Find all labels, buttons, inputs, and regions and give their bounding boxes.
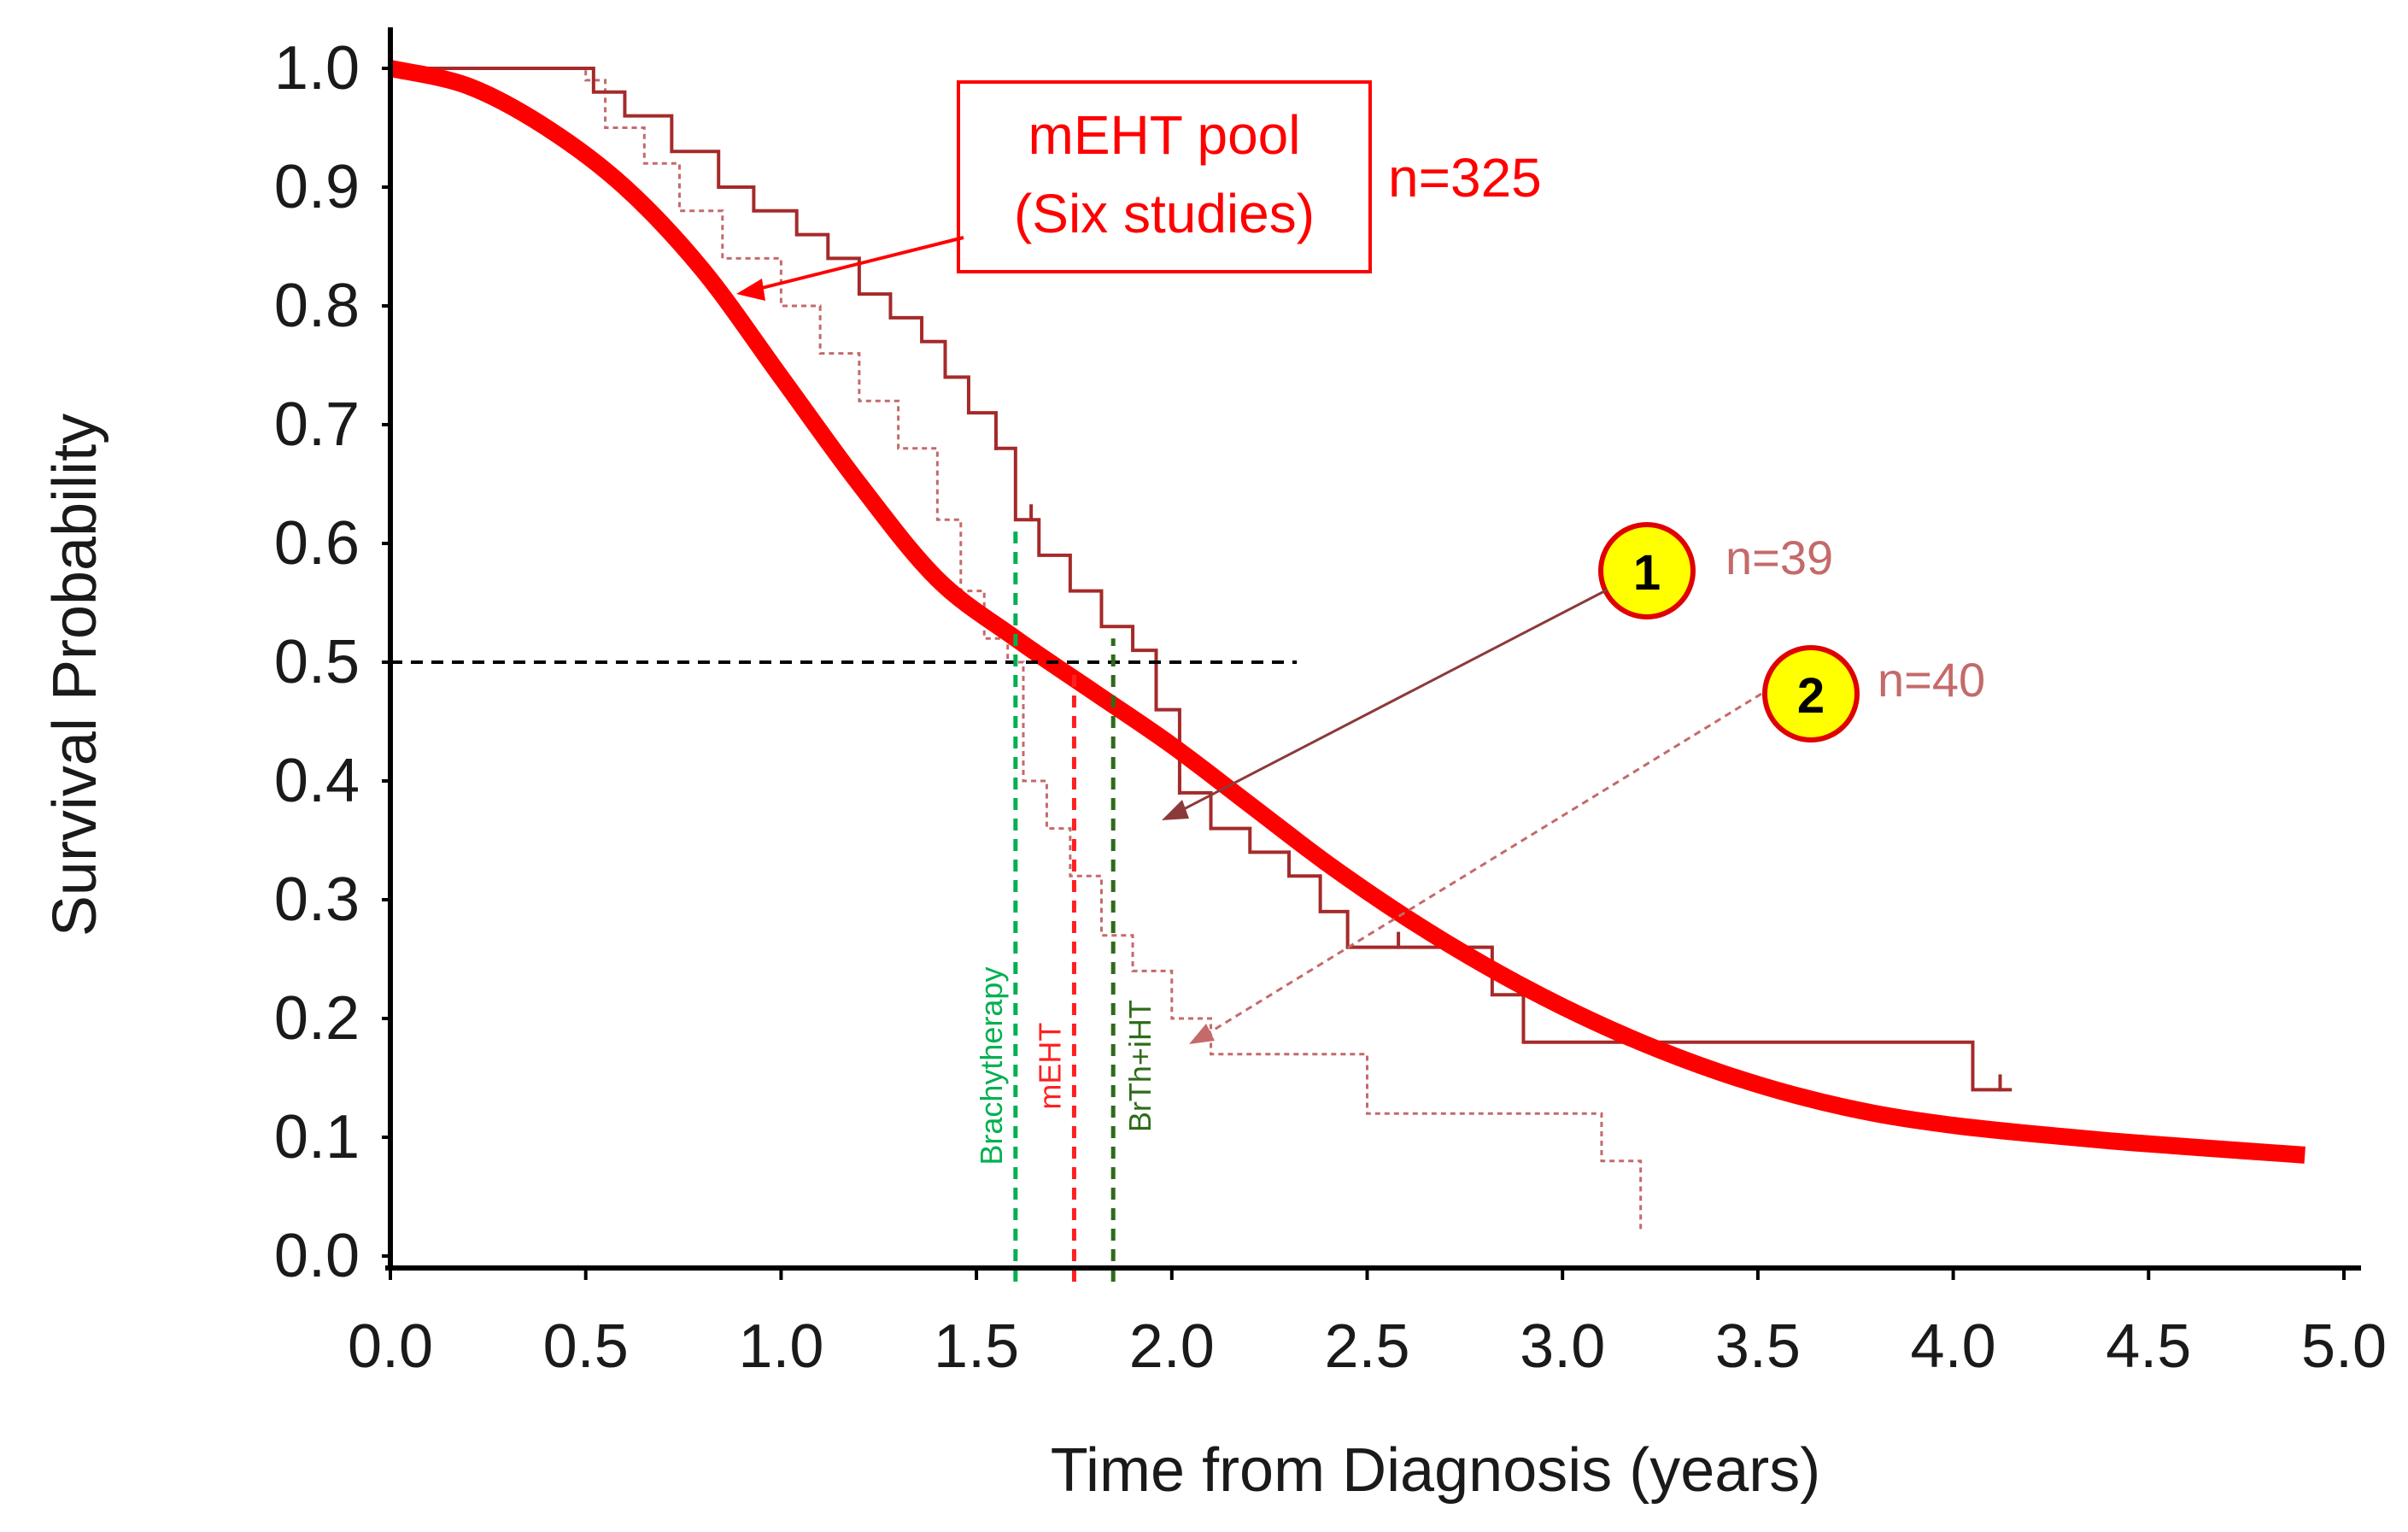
badge-1-text: 1 bbox=[1633, 545, 1661, 601]
x-tick-label: 4.5 bbox=[2106, 1312, 2191, 1381]
badge-2-text: 2 bbox=[1797, 668, 1825, 724]
pool-n-label: n=325 bbox=[1388, 147, 1542, 208]
badge-1 bbox=[1598, 522, 1696, 619]
badge-2 bbox=[1762, 645, 1860, 743]
y-tick-label: 0.3 bbox=[274, 866, 360, 934]
y-tick-label: 0.0 bbox=[274, 1222, 360, 1290]
badge-2-n: n=40 bbox=[1878, 653, 1985, 707]
x-tick-label: 3.0 bbox=[1520, 1312, 1605, 1381]
x-tick-label: 2.5 bbox=[1324, 1312, 1409, 1381]
badge-2-arrow-head bbox=[1189, 1024, 1215, 1044]
y-tick-label: 0.1 bbox=[274, 1103, 360, 1171]
badge-1-n: n=39 bbox=[1725, 531, 1833, 584]
x-axis-title: Time from Diagnosis (years) bbox=[1051, 1436, 1821, 1505]
y-tick-label: 0.2 bbox=[274, 984, 360, 1053]
y-tick-label: 0.8 bbox=[274, 272, 360, 340]
annotations-layer: mEHT pool (Six studies) n=325 1 n=39 2 n=40 bbox=[736, 80, 1985, 1044]
x-tick-label: 5.0 bbox=[2301, 1312, 2387, 1381]
x-tick-label: 0.0 bbox=[348, 1312, 433, 1381]
y-axis-title: Survival Probability bbox=[41, 414, 109, 936]
pool-label-box bbox=[957, 80, 1372, 273]
x-tick-label: 0.5 bbox=[543, 1312, 629, 1381]
badge-2-arrow-line bbox=[1204, 692, 1762, 1037]
pool-arrow-head bbox=[736, 279, 765, 301]
y-tick-label: 0.4 bbox=[274, 747, 360, 815]
ref-label-brth_iht: BrTh+iHT bbox=[1122, 1000, 1157, 1132]
pool-label-line2: (Six studies) bbox=[1014, 183, 1315, 244]
x-tick-label: 1.0 bbox=[738, 1312, 823, 1381]
reference-lines-layer: Brachytherapy mEHT BrTh+iHT bbox=[390, 531, 1298, 1282]
pool-arrow-line bbox=[751, 236, 964, 292]
y-tick-label: 0.5 bbox=[274, 628, 360, 696]
series-line-pool bbox=[388, 60, 2305, 1164]
ref-label-brachytherapy: Brachytherapy bbox=[974, 967, 1009, 1165]
x-tick-label: 3.5 bbox=[1715, 1312, 1801, 1381]
badge-1-arrow-head bbox=[1162, 800, 1189, 820]
y-tick-label: 0.7 bbox=[274, 390, 360, 459]
axes-layer: 0.0 0.1 0.2 0.3 0.4 0.5 0.6 0.7 0.8 0.9 1.0 0.0 0.5 1… bbox=[41, 27, 2387, 1505]
x-tick-label: 1.5 bbox=[934, 1312, 1019, 1381]
x-tick-label: 4.0 bbox=[1911, 1312, 1996, 1381]
y-tick-label: 0.6 bbox=[274, 509, 360, 578]
y-tick-label: 1.0 bbox=[274, 34, 360, 103]
ref-label-meht: mEHT bbox=[1032, 1023, 1067, 1110]
x-tick-label: 2.0 bbox=[1129, 1312, 1215, 1381]
badge-1-arrow-line bbox=[1178, 588, 1608, 813]
y-tick-label: 0.9 bbox=[274, 153, 360, 221]
pool-label-line1: mEHT pool bbox=[1028, 104, 1301, 166]
